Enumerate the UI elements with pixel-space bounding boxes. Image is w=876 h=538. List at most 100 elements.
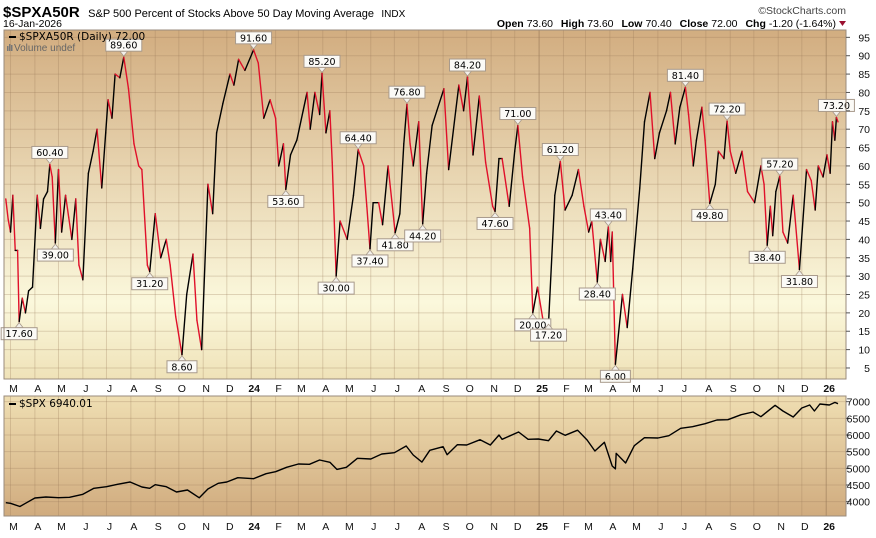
annotation-label: 44.20 — [409, 231, 436, 242]
data-annotation: 61.20 — [541, 143, 579, 162]
series-segment-up — [394, 212, 401, 234]
annotation-label: 71.00 — [504, 109, 531, 120]
indicator-series-line — [5, 49, 839, 366]
series-segment-up — [325, 110, 331, 134]
x-tick-label: O — [178, 383, 186, 395]
annotation-label: 60.40 — [36, 148, 63, 159]
x-tick-label: N — [202, 383, 210, 395]
series-segment-up — [665, 91, 672, 112]
series-segment-down — [763, 183, 768, 246]
x-tick-label: J — [107, 383, 112, 395]
quote-summary: Open 73.60 High 73.60 Low 70.40 Close 72.00 … — [497, 18, 836, 30]
y-tick-label: 75 — [858, 106, 870, 118]
annotation-label: 38.40 — [754, 253, 781, 264]
series-segment-down — [409, 143, 414, 167]
y-tick-label: 6000 — [847, 430, 871, 442]
x-tick-label: J — [371, 521, 376, 533]
x-tick-label: J — [83, 521, 88, 533]
x-tick-label: S — [155, 383, 162, 395]
y-tick-label: 45 — [858, 216, 870, 228]
x-tick-label: A — [130, 521, 137, 533]
annotation-label: 31.20 — [136, 279, 163, 290]
series-segment-down — [154, 212, 162, 259]
data-annotation: 53.60 — [267, 189, 305, 208]
x-tick-label: 25 — [536, 383, 548, 395]
series-segment-up — [753, 165, 762, 204]
x-tick-label: O — [753, 521, 761, 533]
series-segment-up — [822, 154, 828, 178]
series-segment-up — [695, 106, 703, 141]
series-segment-down — [96, 128, 103, 189]
series-segment-up — [302, 91, 308, 112]
y-tick-label: 35 — [858, 253, 870, 265]
data-annotation: 84.20 — [449, 58, 487, 77]
series-segment-up — [215, 102, 224, 134]
annotation-box — [376, 238, 414, 252]
annotation-label: 84.20 — [454, 61, 481, 72]
x-tick-label: J — [371, 383, 376, 395]
y-tick-label: 90 — [858, 51, 870, 63]
series-segment-down — [306, 91, 311, 130]
y-tick-label: 65 — [858, 143, 870, 155]
x-tick-label: F — [563, 383, 569, 395]
x-tick-label: 24 — [248, 521, 260, 533]
data-annotation: 49.80 — [691, 203, 729, 222]
spx-grid — [4, 396, 846, 516]
series-segment-down — [5, 198, 9, 220]
annotation-box — [476, 216, 514, 230]
series-segment-up — [412, 121, 420, 167]
series-segment-down — [726, 120, 731, 152]
series-segment-down — [165, 238, 171, 266]
x-tick-label: A — [130, 383, 137, 395]
annotation-box — [817, 98, 855, 112]
series-segment-down — [68, 216, 73, 241]
x-tick-label: O — [466, 521, 474, 533]
x-tick-label: A — [609, 383, 616, 395]
data-annotation: 8.60 — [166, 355, 198, 374]
series-segment-down — [782, 231, 789, 244]
x-tick-label: J — [395, 521, 400, 533]
series-segment-up — [211, 132, 218, 215]
x-tick-label: M — [584, 521, 593, 533]
series-segment-up — [318, 72, 323, 116]
x-tick-label: N — [202, 521, 210, 533]
series-segment-down — [237, 58, 246, 72]
y-tick-label: 5000 — [847, 463, 871, 475]
x-tick-label: J — [658, 521, 663, 533]
x-tick-label: S — [730, 383, 737, 395]
chart-title: S&P 500 Percent of Stocks Above 50 Day M… — [88, 8, 374, 20]
series-segment-up — [42, 190, 49, 200]
series-segment-up — [101, 132, 107, 189]
x-tick-label: N — [490, 383, 498, 395]
series-segment-up — [421, 172, 428, 225]
y-tick-label: 6500 — [847, 413, 871, 425]
y-tick-label: 30 — [858, 271, 870, 283]
y-tick-label: 20 — [858, 308, 870, 320]
series-segment-up — [709, 183, 716, 205]
series-segment-up — [614, 293, 624, 366]
data-annotation: 72.20 — [708, 102, 746, 121]
series-segment-down — [418, 121, 424, 225]
x-tick-label: N — [777, 521, 785, 533]
series-segment-down — [141, 168, 149, 266]
series-segment-up — [425, 124, 433, 174]
data-annotation: 76.80 — [388, 85, 426, 104]
annotation-label: 17.60 — [6, 329, 33, 340]
series-segment-up — [296, 110, 304, 141]
y-tick-label: 10 — [858, 345, 870, 357]
x-tick-label: N — [490, 521, 498, 533]
annotation-box — [131, 277, 169, 291]
series-segment-up — [86, 172, 90, 200]
series-segment-up — [514, 124, 519, 152]
series-segment-up — [111, 73, 116, 119]
x-tick-label: M — [297, 521, 306, 533]
x-tick-label: D — [801, 521, 809, 533]
series-segment-up — [431, 110, 438, 127]
annotation-box — [317, 281, 355, 295]
y-tick-label: 70 — [858, 124, 870, 136]
x-axis-months-top: M A M J J A S O N D 24 F M A M J J A S O N D 25 F M A M J J A S O N D 26 — [9, 383, 835, 395]
y-tick-label: 80 — [858, 87, 870, 99]
spx-panel-border — [3, 395, 847, 517]
data-annotation: 41.80 — [376, 233, 414, 252]
annotation-label: 91.60 — [240, 33, 267, 44]
